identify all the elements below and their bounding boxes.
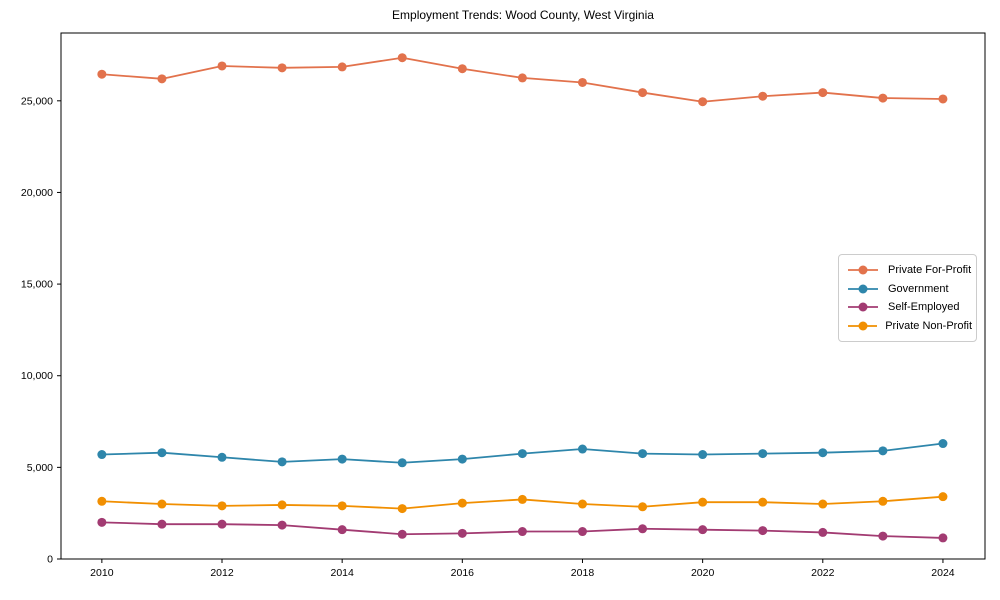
data-point-private-for-profit-2017	[517, 73, 527, 83]
chart-title: Employment Trends: Wood County, West Vir…	[392, 8, 654, 22]
legend-item-self-employed: Self-Employed	[846, 300, 972, 314]
legend-marker-line-dot-icon	[848, 302, 878, 312]
data-point-government-2013	[277, 457, 287, 467]
data-point-private-non-profit-2015	[397, 504, 407, 514]
data-point-private-non-profit-2024	[938, 492, 948, 502]
data-point-government-2012	[217, 452, 227, 462]
y-axis: 0 5,000 10,000 15,000 20,000 25,000	[21, 95, 61, 566]
data-point-government-2018	[577, 444, 587, 454]
legend-item-private-for-profit: Private For-Profit	[846, 263, 972, 277]
series-government	[97, 439, 948, 468]
data-point-private-for-profit-2019	[638, 88, 648, 98]
data-point-private-for-profit-2013	[277, 63, 287, 73]
data-point-private-for-profit-2023	[878, 93, 888, 103]
data-point-self-employed-2015	[397, 529, 407, 539]
legend-label: Private Non-Profit	[885, 320, 972, 333]
data-point-private-for-profit-2018	[577, 77, 587, 87]
data-point-self-employed-2012	[217, 519, 227, 529]
data-point-private-non-profit-2022	[818, 499, 828, 509]
data-point-government-2010	[97, 450, 107, 460]
data-point-private-for-profit-2016	[457, 64, 467, 74]
data-point-self-employed-2013	[277, 520, 287, 530]
data-point-private-for-profit-2011	[157, 74, 167, 84]
data-point-private-for-profit-2010	[97, 69, 107, 79]
data-point-government-2016	[457, 454, 467, 464]
x-tick-label: 2014	[330, 567, 354, 579]
legend-item-private-non-profit: Private Non-Profit	[846, 319, 972, 333]
legend-marker-line-dot-icon	[848, 284, 878, 294]
data-point-government-2014	[337, 454, 347, 464]
data-point-private-non-profit-2013	[277, 500, 287, 510]
y-tick-label: 15,000	[21, 279, 53, 291]
data-point-self-employed-2020	[698, 525, 708, 535]
data-point-government-2024	[938, 439, 948, 449]
data-point-self-employed-2021	[758, 526, 768, 536]
data-point-government-2015	[397, 458, 407, 468]
legend-label: Private For-Profit	[888, 263, 972, 276]
legend-label: Government	[888, 282, 949, 295]
data-point-private-for-profit-2021	[758, 91, 768, 101]
data-point-private-non-profit-2017	[517, 494, 527, 504]
data-point-private-non-profit-2018	[577, 499, 587, 509]
data-point-self-employed-2016	[457, 528, 467, 538]
data-point-private-non-profit-2021	[758, 497, 768, 507]
x-tick-label: 2018	[571, 567, 595, 579]
y-tick-label: 10,000	[21, 370, 53, 382]
data-point-government-2021	[758, 449, 768, 459]
y-tick-label: 20,000	[21, 187, 53, 199]
y-tick-label: 25,000	[21, 95, 53, 107]
data-point-self-employed-2024	[938, 533, 948, 543]
data-point-government-2020	[698, 450, 708, 460]
data-point-private-for-profit-2014	[337, 62, 347, 72]
data-point-self-employed-2019	[638, 524, 648, 534]
data-point-government-2019	[638, 449, 648, 459]
data-point-private-for-profit-2022	[818, 88, 828, 98]
data-point-private-for-profit-2024	[938, 94, 948, 104]
data-point-private-non-profit-2016	[457, 498, 467, 508]
x-tick-label: 2012	[210, 567, 234, 579]
data-point-private-for-profit-2020	[698, 97, 708, 107]
data-point-government-2023	[878, 446, 888, 456]
data-point-private-non-profit-2010	[97, 496, 107, 506]
data-point-self-employed-2017	[517, 527, 527, 537]
series-private-for-profit	[97, 53, 948, 107]
legend: Private For-Profit Government Self-Emplo…	[838, 254, 977, 342]
data-point-government-2011	[157, 448, 167, 458]
data-point-private-non-profit-2011	[157, 499, 167, 509]
data-point-government-2017	[517, 449, 527, 459]
x-axis: 2010 2012 2014 2016 2018 2020 2022 2024	[90, 559, 955, 579]
plot-border	[60, 32, 986, 560]
data-point-private-non-profit-2012	[217, 501, 227, 511]
legend-label: Self-Employed	[888, 301, 960, 314]
data-point-self-employed-2010	[97, 517, 107, 527]
x-tick-label: 2010	[90, 567, 114, 579]
x-tick-label: 2016	[451, 567, 475, 579]
legend-marker-line-dot-icon	[848, 321, 878, 331]
x-tick-label: 2020	[691, 567, 715, 579]
series-private-non-profit	[97, 492, 948, 514]
legend-marker-line-dot-icon	[848, 265, 878, 275]
data-point-self-employed-2011	[157, 519, 167, 529]
data-point-private-non-profit-2020	[698, 497, 708, 507]
x-tick-label: 2022	[811, 567, 835, 579]
series-self-employed	[97, 517, 948, 543]
data-point-private-for-profit-2015	[397, 53, 407, 63]
data-point-self-employed-2018	[577, 527, 587, 537]
data-point-self-employed-2023	[878, 531, 888, 541]
data-point-government-2022	[818, 448, 828, 458]
y-tick-label: 0	[47, 554, 53, 566]
data-point-self-employed-2022	[818, 527, 828, 537]
legend-item-government: Government	[846, 282, 972, 296]
data-point-private-non-profit-2014	[337, 501, 347, 511]
data-point-private-for-profit-2012	[217, 61, 227, 71]
data-point-private-non-profit-2023	[878, 496, 888, 506]
data-point-private-non-profit-2019	[638, 502, 648, 512]
y-tick-label: 5,000	[27, 462, 53, 474]
x-tick-label: 2024	[931, 567, 955, 579]
data-point-self-employed-2014	[337, 525, 347, 535]
